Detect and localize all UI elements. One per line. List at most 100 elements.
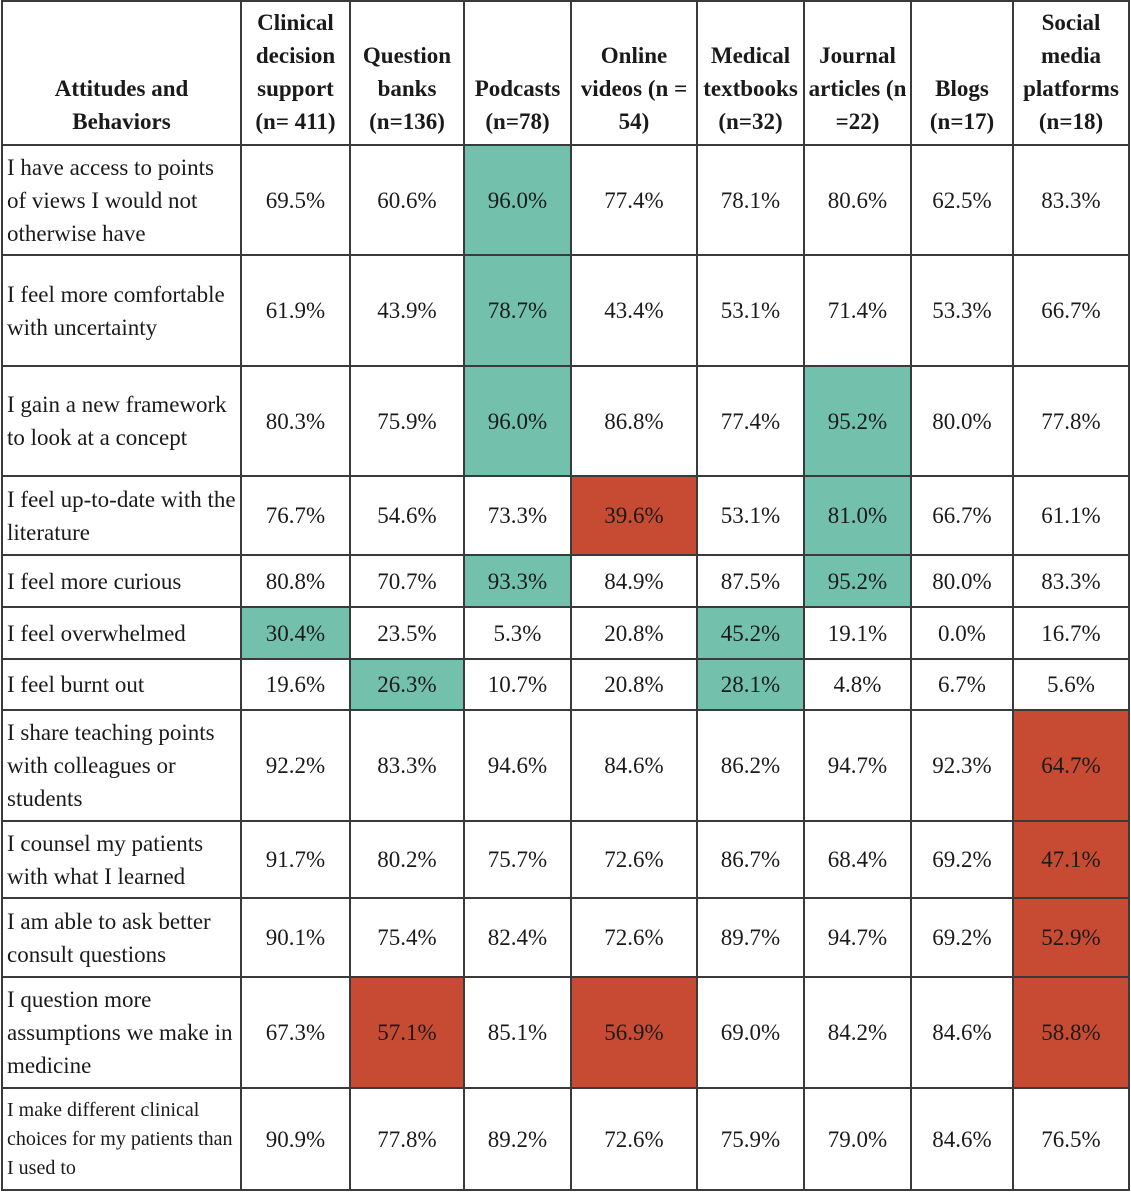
row-label: I gain a new framework to look at a conc…: [1, 365, 242, 477]
table-cell: 69.5%: [240, 144, 351, 256]
table-cell: 61.1%: [1012, 475, 1130, 556]
table-row: I am able to ask better consult question…: [1, 897, 1130, 978]
row-label: I feel more comfortable with uncertainty: [1, 254, 242, 367]
table-cell: 69.2%: [910, 897, 1014, 978]
row-label: I feel up-to-date with the literature: [1, 475, 242, 556]
table-cell: 53.1%: [696, 254, 805, 367]
table-cell: 68.4%: [803, 820, 912, 899]
table-cell: 87.5%: [696, 554, 805, 608]
table-cell: 45.2%: [696, 606, 805, 660]
table-cell: 30.4%: [240, 606, 351, 660]
table-cell: 72.6%: [570, 897, 698, 978]
table-row: I feel burnt out 19.6% 26.3% 10.7% 20.8% 28.1…: [1, 658, 1130, 711]
table-cell: 84.6%: [910, 1087, 1014, 1191]
table-cell: 85.1%: [463, 976, 572, 1089]
table-cell: 95.2%: [803, 554, 912, 608]
table-cell: 53.3%: [910, 254, 1014, 367]
table-cell: 77.4%: [696, 365, 805, 477]
table-cell: 77.8%: [1012, 365, 1130, 477]
row-label: I counsel my patients with what I learne…: [1, 820, 242, 899]
table-cell: 10.7%: [463, 658, 572, 711]
table-row: I make different clinical choices for my…: [1, 1087, 1130, 1191]
table-row: I question more assumptions we make in m…: [1, 976, 1130, 1089]
table-cell: 75.9%: [349, 365, 465, 477]
table-cell: 94.7%: [803, 709, 912, 822]
column-header-clinical-decision-support: Clinical decision support (n= 411): [240, 0, 351, 146]
table-cell: 79.0%: [803, 1087, 912, 1191]
table-cell: 92.2%: [240, 709, 351, 822]
row-label: I question more assumptions we make in m…: [1, 976, 242, 1089]
row-label: I make different clinical choices for my…: [1, 1087, 242, 1191]
table-row: I feel overwhelmed 30.4% 23.5% 5.3% 20.8% 45.…: [1, 606, 1130, 660]
table-cell: 80.6%: [803, 144, 912, 256]
table-row: I feel more curious 80.8% 70.7% 93.3% 84.9% 8…: [1, 554, 1130, 608]
table-cell: 53.1%: [696, 475, 805, 556]
table-cell: 19.1%: [803, 606, 912, 660]
table-cell: 80.0%: [910, 365, 1014, 477]
table-cell: 83.3%: [349, 709, 465, 822]
table-cell: 0.0%: [910, 606, 1014, 660]
table-cell: 89.7%: [696, 897, 805, 978]
table-cell: 71.4%: [803, 254, 912, 367]
table-cell: 75.4%: [349, 897, 465, 978]
table-cell: 69.0%: [696, 976, 805, 1089]
table-cell: 76.7%: [240, 475, 351, 556]
table-cell: 28.1%: [696, 658, 805, 711]
table-body: I have access to points of views I would…: [1, 144, 1130, 1191]
table-cell: 26.3%: [349, 658, 465, 711]
table-cell: 58.8%: [1012, 976, 1130, 1089]
table-cell: 96.0%: [463, 144, 572, 256]
row-label: I have access to points of views I would…: [1, 144, 242, 256]
column-header-blogs: Blogs (n=17): [910, 0, 1014, 146]
table-cell: 82.4%: [463, 897, 572, 978]
table-cell: 67.3%: [240, 976, 351, 1089]
table-cell: 86.7%: [696, 820, 805, 899]
column-header-social-media: Social media platforms (n=18): [1012, 0, 1130, 146]
table-cell: 19.6%: [240, 658, 351, 711]
table-cell: 73.3%: [463, 475, 572, 556]
table-cell: 66.7%: [910, 475, 1014, 556]
table-cell: 93.3%: [463, 554, 572, 608]
table-cell: 80.8%: [240, 554, 351, 608]
table-cell: 52.9%: [1012, 897, 1130, 978]
table-cell: 75.9%: [696, 1087, 805, 1191]
table-cell: 94.6%: [463, 709, 572, 822]
table-cell: 43.9%: [349, 254, 465, 367]
row-label: I feel more curious: [1, 554, 242, 608]
table-row: I have access to points of views I would…: [1, 144, 1130, 256]
table-cell: 20.8%: [570, 658, 698, 711]
table-cell: 83.3%: [1012, 144, 1130, 256]
table-cell: 16.7%: [1012, 606, 1130, 660]
table-cell: 75.7%: [463, 820, 572, 899]
table-cell: 61.9%: [240, 254, 351, 367]
table-row: I counsel my patients with what I learne…: [1, 820, 1130, 899]
table-cell: 54.6%: [349, 475, 465, 556]
table-cell: 43.4%: [570, 254, 698, 367]
table-cell: 62.5%: [910, 144, 1014, 256]
table-cell: 92.3%: [910, 709, 1014, 822]
header-row: Attitudes and Behaviors Clinical decisio…: [1, 0, 1130, 146]
table-cell: 84.2%: [803, 976, 912, 1089]
table-cell: 6.7%: [910, 658, 1014, 711]
table-cell: 81.0%: [803, 475, 912, 556]
column-header-medical-textbooks: Medical textbooks (n=32): [696, 0, 805, 146]
table-cell: 86.2%: [696, 709, 805, 822]
row-label: I am able to ask better consult question…: [1, 897, 242, 978]
table-cell: 84.6%: [910, 976, 1014, 1089]
table-cell: 77.8%: [349, 1087, 465, 1191]
table-cell: 66.7%: [1012, 254, 1130, 367]
table-cell: 20.8%: [570, 606, 698, 660]
table-cell: 70.7%: [349, 554, 465, 608]
column-header-online-videos: Online videos (n = 54): [570, 0, 698, 146]
table-cell: 72.6%: [570, 1087, 698, 1191]
table-cell: 90.1%: [240, 897, 351, 978]
row-label: I feel burnt out: [1, 658, 242, 711]
table-cell: 60.6%: [349, 144, 465, 256]
table-cell: 39.6%: [570, 475, 698, 556]
table-row: I gain a new framework to look at a conc…: [1, 365, 1130, 477]
table-cell: 91.7%: [240, 820, 351, 899]
table-cell: 78.1%: [696, 144, 805, 256]
table-cell: 64.7%: [1012, 709, 1130, 822]
table-cell: 84.6%: [570, 709, 698, 822]
